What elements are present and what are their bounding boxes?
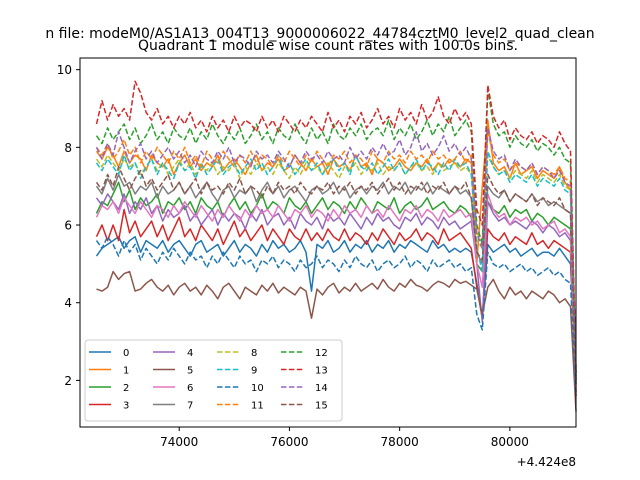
series-line-15 [95,166,577,385]
x-tick-label: 74000 [160,435,198,449]
series-line-12 [95,88,577,373]
legend-label-10: 10 [251,383,264,394]
legend-label-15: 15 [315,401,328,412]
series-line-3 [95,208,577,393]
y-tick-label: 8 [64,141,72,155]
chart-title: Quadrant 1 module wise count rates with … [138,38,518,54]
series-line-5 [96,270,577,412]
axes-frame [79,57,577,428]
legend-box [84,339,343,422]
y-tick-label: 10 [57,63,72,77]
legend-label-14: 14 [315,383,328,394]
x-tick-label: 80000 [491,435,529,449]
legend-label-9: 9 [251,366,257,377]
legend-label-8: 8 [251,348,257,359]
series-line-9 [95,150,577,377]
y-tick-label: 2 [64,374,72,388]
legend-label-6: 6 [187,383,193,394]
legend-label-7: 7 [187,401,193,412]
x-tick-label: 76000 [270,435,308,449]
series-line-10 [95,235,577,396]
series-line-2 [95,181,577,381]
legend-label-4: 4 [187,348,193,359]
series-line-11 [95,131,577,377]
legend-label-11: 11 [251,401,264,412]
x-axis-offset-label: +4.424e8 [517,455,576,469]
series-line-4 [95,193,577,396]
y-tick-label: 6 [64,219,72,233]
legend-label-3: 3 [123,401,129,412]
x-axis: 74000 76000 78000 80000 [160,427,529,449]
legend-label-2: 2 [123,383,129,394]
y-axis: 2 4 6 8 10 [57,63,80,388]
series-line-0 [95,235,577,373]
legend-label-5: 5 [187,366,193,377]
legend-label-1: 1 [123,366,129,377]
series-line-13 [95,80,577,369]
legend-label-0: 0 [123,348,129,359]
series-line-14 [95,127,577,381]
figure-suptitle: n file: modeM0/AS1A13_004T13_9000006022_… [45,26,594,42]
x-tick-label: 78000 [381,435,419,449]
series-layer [95,80,577,412]
legend-label-12: 12 [315,348,328,359]
legend-label-13: 13 [315,366,328,377]
y-tick-label: 4 [64,296,72,310]
series-line-6 [95,193,577,389]
